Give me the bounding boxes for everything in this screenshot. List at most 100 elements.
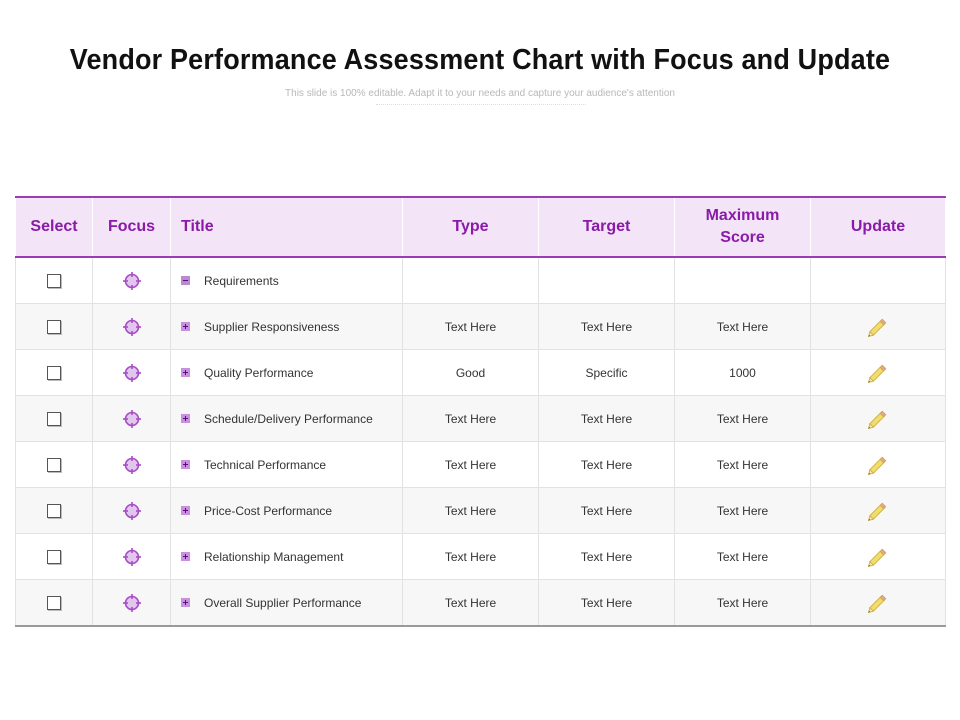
- pencil-icon[interactable]: [866, 453, 890, 477]
- select-cell: [15, 256, 93, 304]
- expand-plus-icon[interactable]: [181, 368, 190, 378]
- title-cell: Requirements: [170, 256, 403, 304]
- update-cell: [810, 395, 946, 442]
- expand-plus-icon[interactable]: [181, 598, 190, 608]
- checkbox-icon[interactable]: [47, 365, 61, 380]
- expand-plus-icon[interactable]: [181, 414, 190, 424]
- update-cell: [810, 303, 946, 350]
- row-title: Quality Performance: [204, 365, 314, 380]
- column-header-type[interactable]: Type: [402, 196, 539, 258]
- focus-cell: [92, 349, 171, 396]
- select-cell: [15, 349, 93, 396]
- type-cell: Text Here: [402, 487, 539, 534]
- type-cell: Text Here: [402, 395, 539, 442]
- crosshair-target-icon[interactable]: [122, 501, 142, 521]
- column-header-target[interactable]: Target: [538, 196, 675, 258]
- maximum-score-cell: Text Here: [674, 533, 811, 580]
- update-cell: [810, 441, 946, 488]
- slide-subtitle: This slide is 100% editable. Adapt it to…: [285, 88, 675, 99]
- expand-plus-icon[interactable]: [181, 322, 190, 332]
- subtitle-divider: [376, 104, 586, 105]
- expand-plus-icon[interactable]: [181, 460, 190, 470]
- update-cell: [810, 349, 946, 396]
- maximum-score-label: Maximum Score: [705, 207, 780, 246]
- crosshair-target-icon[interactable]: [122, 317, 142, 337]
- column-header-maximum-score[interactable]: Maximum Score: [674, 196, 811, 258]
- table-row: Overall Supplier Performance Text Here Tex…: [15, 579, 946, 627]
- crosshair-target-icon[interactable]: [122, 455, 142, 475]
- checkbox-icon[interactable]: [47, 273, 61, 288]
- row-title: Supplier Responsiveness: [204, 319, 340, 334]
- update-cell: [810, 533, 946, 580]
- checkbox-icon[interactable]: [47, 503, 61, 518]
- pencil-icon[interactable]: [866, 499, 890, 523]
- expand-plus-icon[interactable]: [181, 552, 190, 562]
- title-cell: Supplier Responsiveness: [170, 303, 403, 350]
- focus-cell: [92, 533, 171, 580]
- row-title: Technical Performance: [204, 457, 327, 472]
- maximum-score-cell: Text Here: [674, 303, 811, 350]
- maximum-score-cell: Text Here: [674, 395, 811, 442]
- checkbox-icon[interactable]: [47, 457, 61, 472]
- focus-cell: [92, 441, 171, 488]
- maximum-score-cell: Text Here: [674, 441, 811, 488]
- pencil-icon[interactable]: [866, 315, 890, 339]
- crosshair-target-icon[interactable]: [122, 547, 142, 567]
- focus-cell: [92, 256, 171, 304]
- target-cell: Text Here: [538, 441, 675, 488]
- column-header-title[interactable]: Title: [170, 196, 403, 258]
- maximum-score-cell: Text Here: [674, 579, 811, 627]
- select-cell: [15, 395, 93, 442]
- table-header-row: Select Focus Title Type Target Maximum S…: [15, 196, 946, 258]
- pencil-icon[interactable]: [866, 361, 890, 385]
- type-cell: Good: [402, 349, 539, 396]
- pencil-icon[interactable]: [866, 545, 890, 569]
- focus-cell: [92, 303, 171, 350]
- title-cell: Technical Performance: [170, 441, 403, 488]
- title-cell: Price-Cost Performance: [170, 487, 403, 534]
- row-title: Price-Cost Performance: [204, 503, 333, 518]
- title-cell: Quality Performance: [170, 349, 403, 396]
- table-body: Requirements Supplier Responsiveness Text …: [15, 256, 946, 627]
- table-row: Relationship Management Text Here Text Her…: [15, 533, 946, 580]
- crosshair-target-icon[interactable]: [122, 271, 142, 291]
- vendor-assessment-table: Select Focus Title Type Target Maximum S…: [15, 196, 946, 627]
- target-cell: Text Here: [538, 303, 675, 350]
- row-title: Schedule/Delivery Performance: [204, 411, 373, 426]
- pencil-icon[interactable]: [866, 591, 890, 615]
- update-cell: [810, 256, 946, 304]
- target-cell: Specific: [538, 349, 675, 396]
- crosshair-target-icon[interactable]: [122, 363, 142, 383]
- title-cell: Schedule/Delivery Performance: [170, 395, 403, 442]
- row-title: Overall Supplier Performance: [204, 595, 362, 610]
- checkbox-icon[interactable]: [47, 549, 61, 564]
- row-title: Requirements: [204, 273, 279, 288]
- focus-cell: [92, 395, 171, 442]
- target-cell: Text Here: [538, 395, 675, 442]
- row-title: Relationship Management: [204, 549, 344, 564]
- expand-plus-icon[interactable]: [181, 506, 190, 516]
- select-cell: [15, 487, 93, 534]
- maximum-score-cell: Text Here: [674, 487, 811, 534]
- focus-cell: [92, 579, 171, 627]
- type-cell: [402, 256, 539, 304]
- maximum-score-cell: [674, 256, 811, 304]
- select-cell: [15, 579, 93, 627]
- checkbox-icon[interactable]: [47, 595, 61, 610]
- table-row: Schedule/Delivery Performance Text Here Te…: [15, 395, 946, 442]
- collapse-minus-icon[interactable]: [181, 276, 190, 286]
- type-cell: Text Here: [402, 533, 539, 580]
- table-row: Supplier Responsiveness Text Here Text Her…: [15, 303, 946, 350]
- checkbox-icon[interactable]: [47, 411, 61, 426]
- crosshair-target-icon[interactable]: [122, 409, 142, 429]
- update-cell: [810, 579, 946, 627]
- column-header-update[interactable]: Update: [810, 196, 946, 258]
- target-cell: [538, 256, 675, 304]
- target-cell: Text Here: [538, 579, 675, 627]
- pencil-icon[interactable]: [866, 407, 890, 431]
- column-header-select[interactable]: Select: [15, 196, 93, 258]
- checkbox-icon[interactable]: [47, 319, 61, 334]
- select-cell: [15, 441, 93, 488]
- crosshair-target-icon[interactable]: [122, 593, 142, 613]
- column-header-focus[interactable]: Focus: [92, 196, 171, 258]
